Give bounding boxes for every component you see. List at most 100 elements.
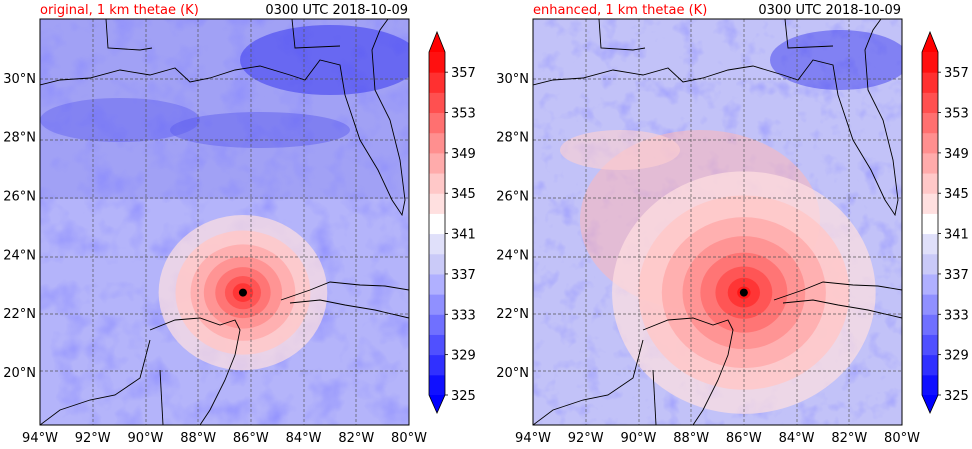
xtick-label: 88°W xyxy=(673,431,709,446)
colorbar-segment xyxy=(429,314,445,335)
colorbar-segment xyxy=(922,213,938,235)
colorbar-segment xyxy=(922,314,938,335)
colorbar-segment xyxy=(922,233,938,255)
ytick-label: 28°N xyxy=(496,131,529,146)
ytick-label: 24°N xyxy=(496,248,529,263)
colorbar-tick-label: 345 xyxy=(451,187,476,202)
colorbar-tick-label: 333 xyxy=(944,308,969,323)
ytick-label: 24°N xyxy=(3,248,36,263)
colorbar-segment xyxy=(922,334,938,356)
colorbar-segment xyxy=(429,152,445,174)
colorbar-segment xyxy=(922,294,938,315)
colorbar-tick-label: 325 xyxy=(451,389,476,404)
colorbar-segment xyxy=(429,72,445,93)
colorbar-segment xyxy=(429,173,445,194)
colorbar-segment xyxy=(429,213,445,235)
map-frame-original xyxy=(39,18,410,426)
yaxis-labels-original: 20°N 22°N 24°N 26°N 28°N 30°N xyxy=(3,72,36,381)
colorbar-tick-label: 333 xyxy=(451,308,476,323)
colorbar-original: 325 329 333 337 341 345 349 353 357 xyxy=(428,30,476,414)
ytick-label: 22°N xyxy=(496,307,529,322)
colorbar-tick-label: 329 xyxy=(944,349,969,364)
ytick-label: 20°N xyxy=(496,366,529,381)
ytick-label: 30°N xyxy=(496,72,529,87)
colorbar-segment xyxy=(429,294,445,315)
colorbar-segment xyxy=(922,152,938,174)
xtick-label: 84°W xyxy=(779,431,815,446)
colorbar-tick-label: 353 xyxy=(944,107,969,122)
map-frame-enhanced xyxy=(532,18,903,426)
xtick-label: 86°W xyxy=(233,431,269,446)
map-field-enhanced xyxy=(533,19,902,425)
xtick-label: 88°W xyxy=(180,431,216,446)
map-field-original xyxy=(40,19,409,425)
xtick-label: 84°W xyxy=(286,431,322,446)
colorbar-tick-label: 349 xyxy=(451,147,476,162)
panel-title-original: original, 1 km thetae (K) xyxy=(40,3,199,18)
colorbar-tick-label: 337 xyxy=(944,268,969,283)
colorbar-segment xyxy=(922,173,938,194)
gridlines-original xyxy=(40,19,409,425)
colorbar-segment xyxy=(429,374,445,396)
cool-band xyxy=(170,112,350,148)
colorbar-segment xyxy=(922,72,938,93)
xtick-label: 90°W xyxy=(620,431,656,446)
colorbar-segment xyxy=(429,92,445,114)
colorbar-tick-label: 341 xyxy=(451,228,476,243)
cool-band xyxy=(240,25,409,95)
xaxis-labels-original: 94°W 92°W 90°W 88°W 86°W 84°W 82°W 80°W xyxy=(22,431,427,446)
ytick-label: 28°N xyxy=(3,131,36,146)
panel-title-enhanced: enhanced, 1 km thetae (K) xyxy=(533,3,707,18)
xtick-label: 80°W xyxy=(884,431,920,446)
colorbar-segment xyxy=(429,253,445,275)
colorbar-segment xyxy=(922,92,938,114)
colorbar-tick-label: 353 xyxy=(451,107,476,122)
colorbar-segment xyxy=(922,132,938,154)
coastlines-enhanced xyxy=(533,19,902,425)
storm-center-marker-original xyxy=(238,288,247,297)
colorbar-tick-label: 357 xyxy=(451,66,476,81)
colorbar-enhanced: 325 329 333 337 341 345 349 353 357 xyxy=(921,30,969,414)
ytick-label: 20°N xyxy=(3,366,36,381)
xtick-label: 94°W xyxy=(515,431,551,446)
colorbar-extend-min xyxy=(429,395,445,413)
warm-region xyxy=(560,130,680,170)
colorbar-extend-min xyxy=(922,395,938,413)
colorbar-segment xyxy=(429,273,445,295)
colorbar-segment xyxy=(429,52,445,73)
colorbar-segment xyxy=(429,193,445,214)
colorbar-tick-label: 345 xyxy=(944,187,969,202)
colorbar-segment xyxy=(922,52,938,73)
cool-band xyxy=(770,30,902,90)
xtick-label: 90°W xyxy=(127,431,163,446)
xtick-label: 86°W xyxy=(726,431,762,446)
yaxis-labels-enhanced: 20°N 22°N 24°N 26°N 28°N 30°N xyxy=(496,72,529,381)
colorbar-segment xyxy=(429,112,445,134)
ytick-label: 22°N xyxy=(3,307,36,322)
gridlines-enhanced xyxy=(533,19,902,425)
colorbar-tick-label: 341 xyxy=(944,228,969,243)
colorbar-tick-label: 329 xyxy=(451,349,476,364)
colorbar-segment xyxy=(922,374,938,396)
panel-enhanced: enhanced, 1 km thetae (K) 0300 UTC 2018-… xyxy=(496,3,920,446)
cool-band xyxy=(40,98,200,142)
xtick-label: 82°W xyxy=(831,431,867,446)
colorbar-segment xyxy=(429,233,445,255)
ytick-label: 26°N xyxy=(3,190,36,205)
colorbar-extend-max xyxy=(429,32,445,52)
colorbar-tick-label: 325 xyxy=(944,389,969,404)
xtick-label: 82°W xyxy=(338,431,374,446)
xtick-label: 92°W xyxy=(75,431,111,446)
ytick-label: 26°N xyxy=(496,190,529,205)
colorbar-extend-max xyxy=(922,32,938,52)
colorbar-tick-label: 349 xyxy=(944,147,969,162)
colorbar-segment xyxy=(922,354,938,376)
colorbar-segment xyxy=(922,273,938,295)
xtick-label: 80°W xyxy=(391,431,427,446)
valid-time-original: 0300 UTC 2018-10-09 xyxy=(265,3,408,18)
panel-original: original, 1 km thetae (K) 0300 UTC 2018-… xyxy=(3,3,427,446)
colorbar-segment xyxy=(922,193,938,214)
ytick-label: 30°N xyxy=(3,72,36,87)
xtick-label: 94°W xyxy=(22,431,58,446)
